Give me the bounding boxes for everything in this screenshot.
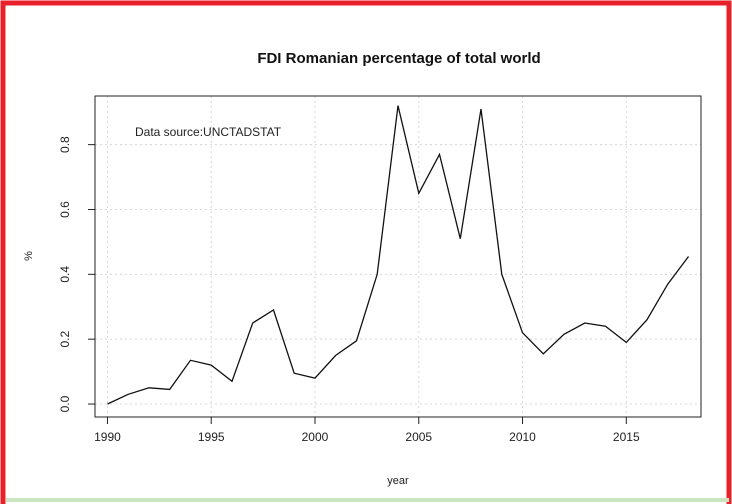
data-point bbox=[438, 153, 441, 156]
x-axis: 1990 1995 2000 2005 2010 2015 bbox=[94, 417, 640, 444]
y-tick-label: 0.2 bbox=[58, 331, 72, 348]
data-point bbox=[480, 107, 483, 110]
data-point bbox=[127, 393, 130, 396]
gridlines bbox=[95, 96, 701, 417]
x-tick-label: 1995 bbox=[198, 430, 225, 444]
data-point bbox=[646, 318, 649, 321]
data-point bbox=[251, 321, 254, 324]
data-point bbox=[230, 380, 233, 383]
x-tick-label: 2005 bbox=[405, 430, 432, 444]
data-point bbox=[604, 325, 607, 328]
plot-box bbox=[94, 95, 702, 418]
data-point bbox=[542, 352, 545, 355]
data-point bbox=[168, 388, 171, 391]
data-point bbox=[500, 273, 503, 276]
data-point bbox=[687, 255, 690, 258]
y-tick-label: 0.4 bbox=[58, 266, 72, 283]
data-point bbox=[625, 341, 628, 344]
data-point bbox=[147, 386, 150, 389]
data-point bbox=[417, 192, 420, 195]
data-point bbox=[459, 237, 462, 240]
data-point bbox=[521, 331, 524, 334]
data-source-annotation: Data source:UNCTADSTAT bbox=[135, 125, 282, 139]
x-tick-label: 2010 bbox=[509, 430, 536, 444]
data-point bbox=[376, 273, 379, 276]
x-axis-label: year bbox=[387, 475, 409, 487]
data-point bbox=[355, 339, 358, 342]
x-tick-label: 2000 bbox=[302, 430, 329, 444]
data-point bbox=[293, 372, 296, 375]
y-tick-label: 0.6 bbox=[58, 201, 72, 218]
y-axis: 0.0 0.2 0.4 0.6 0.8 bbox=[58, 136, 95, 412]
data-point bbox=[189, 359, 192, 362]
y-tick-label: 0.8 bbox=[58, 136, 72, 153]
chart-title: FDI Romanian percentage of total world bbox=[257, 50, 540, 67]
x-tick-label: 1990 bbox=[94, 430, 121, 444]
data-point bbox=[563, 333, 566, 336]
data-point bbox=[210, 364, 213, 367]
data-point bbox=[397, 104, 400, 107]
y-axis-label: % bbox=[23, 251, 35, 261]
x-tick-label: 2015 bbox=[613, 430, 640, 444]
data-point bbox=[334, 354, 337, 357]
data-point bbox=[583, 321, 586, 324]
data-point bbox=[313, 377, 316, 380]
data-point bbox=[106, 403, 109, 406]
y-tick-label: 0.0 bbox=[58, 395, 72, 412]
series-line bbox=[107, 105, 690, 405]
data-point bbox=[272, 309, 275, 312]
data-point bbox=[666, 283, 669, 286]
